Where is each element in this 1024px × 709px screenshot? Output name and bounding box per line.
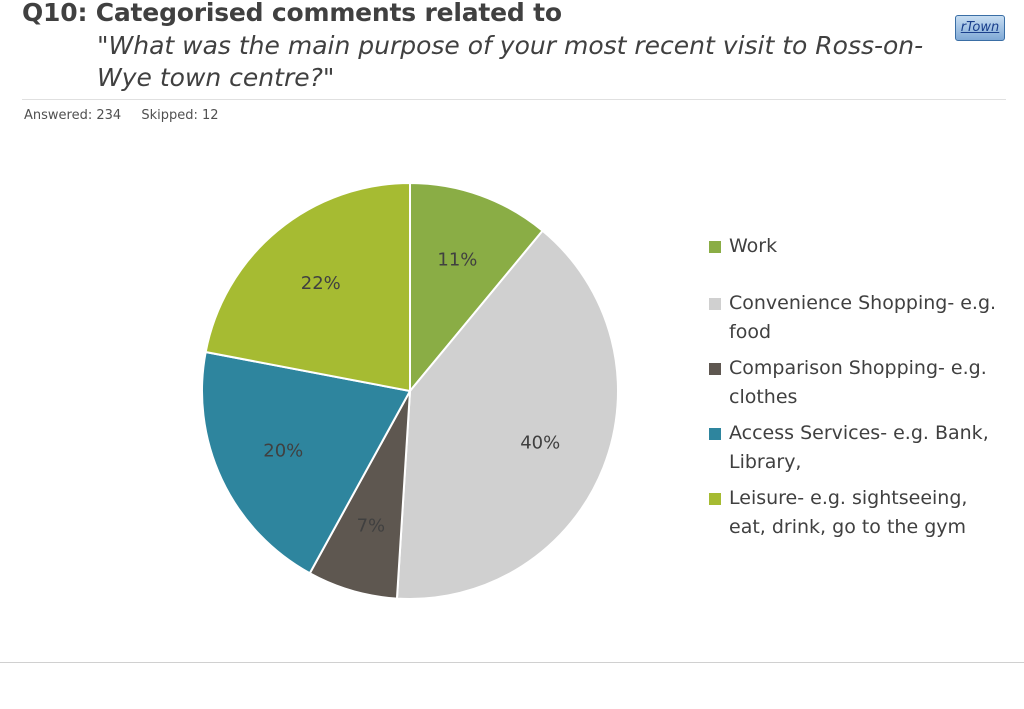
skipped-count: Skipped: 12 [141, 108, 219, 123]
page-title: Q10: Categorised comments related to [22, 0, 562, 27]
legend-item-0: Work [709, 232, 1009, 261]
chart-legend: Work Convenience Shopping- e.g. food Compa… [709, 232, 1009, 549]
slice-label-4: 22% [301, 273, 341, 294]
slice-label-3: 20% [263, 441, 303, 462]
legend-swatch-0 [709, 241, 721, 253]
pie-slice-4 [204, 181, 411, 393]
divider [22, 99, 1006, 100]
slice-label-0: 11% [437, 249, 477, 270]
slice-label-1: 40% [520, 433, 560, 454]
legend-swatch-2 [709, 363, 721, 375]
pie-slice-3 [201, 350, 412, 575]
pie-slice-0 [409, 181, 544, 394]
answered-count: Answered: 234 [24, 108, 122, 123]
response-stats: Answered: 234 Skipped: 12 [24, 108, 219, 123]
legend-item-4: Leisure- e.g. sightseeing, eat, drink, g… [709, 484, 1009, 542]
question-text: "What was the main purpose of your most … [97, 31, 924, 92]
legend-swatch-4 [709, 493, 721, 505]
legend-label-1: Convenience Shopping- e.g. food [729, 292, 997, 343]
slice-label-2: 7% [357, 515, 386, 536]
legend-label-2: Comparison Shopping- e.g. clothes [729, 357, 987, 408]
legend-swatch-3 [709, 428, 721, 440]
legend-label-3: Access Services- e.g. Bank, Library, [729, 422, 989, 473]
legend-label-0: Work [729, 235, 778, 257]
rtown-logo[interactable]: rTown [955, 15, 1005, 41]
legend-item-3: Access Services- e.g. Bank, Library, [709, 419, 1009, 477]
pie-slice-1 [395, 229, 619, 600]
legend-swatch-1 [709, 298, 721, 310]
legend-item-2: Comparison Shopping- e.g. clothes [709, 354, 1009, 412]
legend-item-1: Convenience Shopping- e.g. food [709, 289, 1009, 347]
legend-label-4: Leisure- e.g. sightseeing, eat, drink, g… [729, 487, 968, 538]
footer-divider [0, 662, 1024, 663]
